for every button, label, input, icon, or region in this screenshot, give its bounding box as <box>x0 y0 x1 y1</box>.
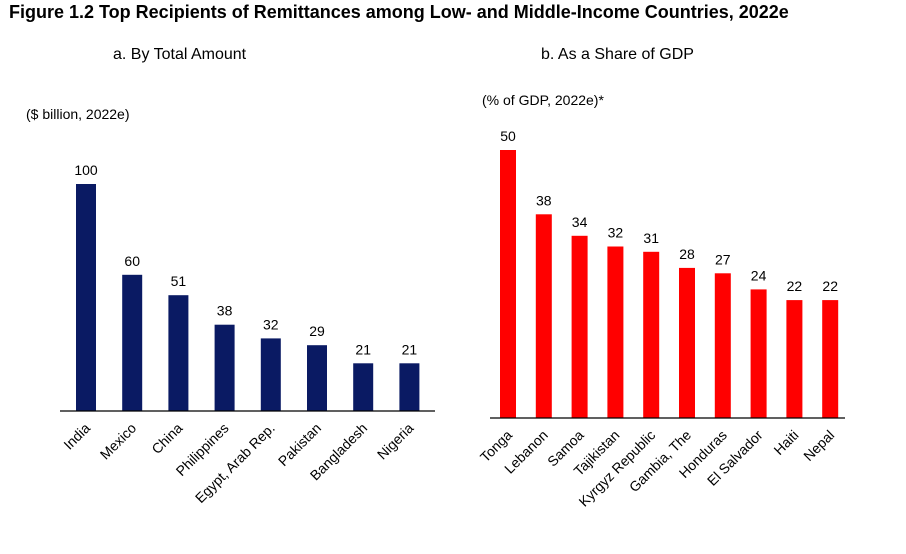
bar-a-7 <box>353 363 374 411</box>
data-label-b-3: 34 <box>572 214 588 230</box>
category-label-a-5: Egypt, Arab Rep. <box>192 420 278 506</box>
data-label-b-6: 28 <box>679 246 695 262</box>
bar-b-6 <box>679 267 695 418</box>
data-label-a-3: 51 <box>171 273 187 289</box>
data-label-b-9: 22 <box>787 278 803 294</box>
bar-a-2 <box>122 274 143 411</box>
bar-b-3 <box>571 235 588 418</box>
data-label-b-8: 24 <box>751 267 767 283</box>
category-label-a-3: China <box>148 420 185 457</box>
panel-a-title: a. By Total Amount <box>113 46 247 63</box>
data-label-a-1: 100 <box>74 162 98 178</box>
category-label-b-9: Haiti <box>770 427 801 458</box>
category-label-a-2: Mexico <box>97 420 140 463</box>
bar-a-1 <box>76 184 96 411</box>
data-label-a-6: 29 <box>309 323 325 339</box>
bar-a-5 <box>260 338 281 411</box>
data-label-a-4: 38 <box>217 303 233 319</box>
data-label-b-5: 31 <box>643 230 659 246</box>
bar-a-4 <box>214 324 235 411</box>
data-label-b-4: 32 <box>608 225 624 241</box>
panel-b-unit-label: (% of GDP, 2022e)* <box>482 92 604 108</box>
bar-b-7 <box>714 273 731 418</box>
figure-title: Figure 1.2 Top Recipients of Remittances… <box>9 2 789 22</box>
data-label-b-1: 50 <box>500 128 516 144</box>
category-label-b-10: Nepal <box>800 427 837 464</box>
bar-b-10 <box>822 300 839 418</box>
data-label-b-7: 27 <box>715 251 731 267</box>
category-label-a-8: Nigeria <box>374 420 417 463</box>
bar-b-5 <box>643 251 660 418</box>
bar-a-3 <box>168 295 189 411</box>
bar-a-6 <box>307 345 327 411</box>
data-label-a-7: 21 <box>355 341 371 357</box>
data-label-a-2: 60 <box>124 253 140 269</box>
bar-b-1 <box>500 150 516 418</box>
data-label-b-10: 22 <box>822 278 838 294</box>
bar-b-4 <box>607 246 624 418</box>
panel-b-title: b. As a Share of GDP <box>541 46 694 63</box>
data-label-a-5: 32 <box>263 316 279 332</box>
bar-a-8 <box>399 363 420 411</box>
data-label-a-8: 21 <box>402 341 418 357</box>
data-label-b-2: 38 <box>536 192 552 208</box>
category-label-a-1: India <box>60 420 93 453</box>
panel-a-unit-label: ($ billion, 2022e) <box>26 106 130 122</box>
bar-b-2 <box>535 214 552 418</box>
bar-b-9 <box>786 300 803 418</box>
bar-b-8 <box>750 289 767 418</box>
